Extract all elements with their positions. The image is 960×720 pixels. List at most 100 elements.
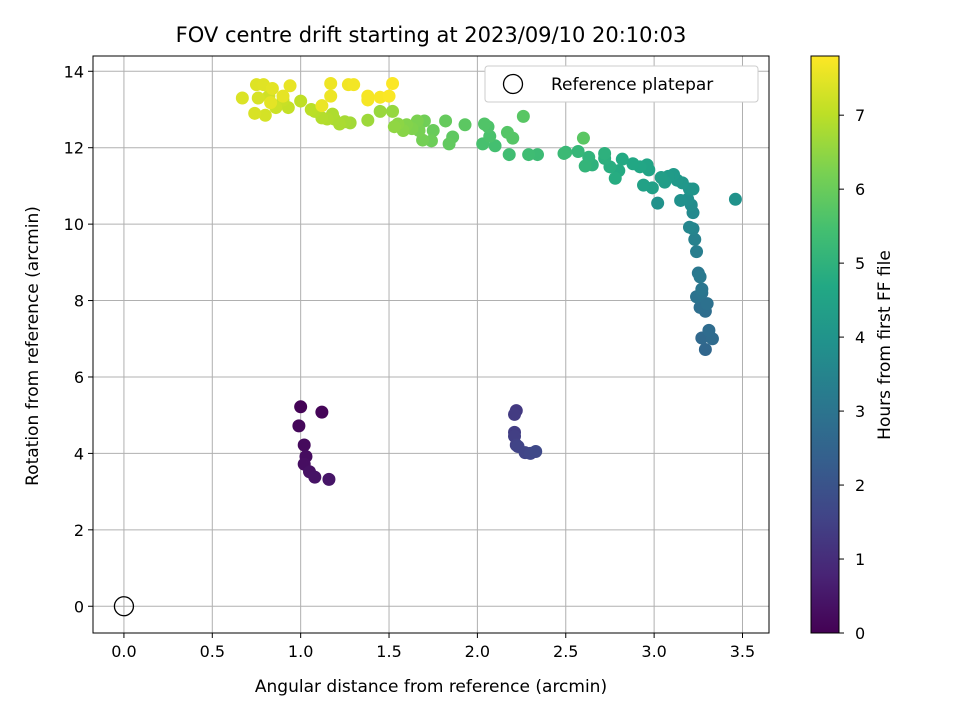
colorbar-tick-label: 5 <box>855 254 865 273</box>
data-point <box>626 157 640 171</box>
data-point <box>439 114 453 128</box>
data-point <box>651 196 665 210</box>
data-point <box>308 470 322 484</box>
data-point <box>361 89 375 103</box>
data-point <box>251 91 265 105</box>
data-point <box>294 400 308 414</box>
y-tick-label: 2 <box>74 521 84 540</box>
x-tick-label: 1.0 <box>288 642 313 661</box>
colorbar: 0 1 2 3 4 5 6 7 Hours from first FF file <box>810 55 895 643</box>
data-point <box>578 159 592 173</box>
y-tick-label: 8 <box>74 292 84 311</box>
data-point <box>258 108 272 122</box>
data-point <box>688 232 702 246</box>
data-points <box>235 77 742 486</box>
data-point <box>361 113 375 127</box>
data-point <box>529 444 543 458</box>
x-tick-label: 0.5 <box>200 642 225 661</box>
data-point <box>442 137 456 151</box>
plot-frame <box>92 55 770 634</box>
data-point <box>373 104 387 118</box>
colorbar-tick-label: 7 <box>855 106 865 125</box>
x-tick-label: 3.5 <box>730 642 755 661</box>
data-point <box>576 131 590 145</box>
data-point <box>324 77 338 91</box>
reference-platepar-marker <box>113 596 135 617</box>
data-point <box>557 146 571 160</box>
data-point <box>608 171 622 185</box>
y-tick-label: 4 <box>74 444 84 463</box>
legend-entry-reference: Reference platepar <box>551 75 713 95</box>
y-axis-label: Rotation from reference (arcmin) <box>23 206 43 486</box>
data-point <box>654 171 668 185</box>
data-point <box>690 245 704 259</box>
data-point <box>615 152 629 166</box>
y-tick-label: 12 <box>64 139 84 158</box>
data-point <box>426 124 440 138</box>
y-tick-label: 10 <box>64 215 84 234</box>
data-point <box>516 109 530 123</box>
data-point <box>728 192 742 206</box>
y-tick-label: 14 <box>64 62 84 81</box>
x-tick-label: 2.5 <box>553 642 578 661</box>
colorbar-ticks: 0 1 2 3 4 5 6 7 <box>839 106 865 643</box>
data-point <box>693 270 707 284</box>
x-axis-ticks: 0.0 0.5 1.0 1.5 2.0 2.5 3.0 3.5 <box>111 633 755 661</box>
data-point <box>700 297 714 311</box>
data-point <box>502 148 516 162</box>
data-point <box>315 405 329 419</box>
x-tick-label: 3.0 <box>641 642 666 661</box>
reference-point <box>113 596 135 617</box>
y-axis-ticks: 0 2 4 6 8 10 12 14 <box>64 62 93 616</box>
legend-box <box>484 65 759 103</box>
data-point <box>386 77 400 91</box>
colorbar-tick-label: 2 <box>855 476 865 495</box>
legend-marker-reference <box>502 73 524 95</box>
data-point <box>276 89 290 103</box>
data-point <box>571 145 585 159</box>
data-point <box>695 282 709 296</box>
data-point <box>686 182 700 196</box>
data-point <box>235 91 249 105</box>
legend: Reference platepar <box>484 65 759 103</box>
data-point <box>322 472 336 486</box>
data-point <box>304 102 318 116</box>
x-tick-label: 1.5 <box>376 642 401 661</box>
colorbar-tick-label: 4 <box>855 328 865 347</box>
data-point <box>248 106 262 120</box>
data-point <box>702 323 716 337</box>
colorbar-tick-label: 6 <box>855 180 865 199</box>
data-point <box>488 139 502 153</box>
data-point <box>598 146 612 160</box>
x-tick-label: 0.0 <box>111 642 136 661</box>
data-point <box>387 120 401 134</box>
data-point <box>347 78 361 92</box>
data-point <box>283 79 297 93</box>
data-point <box>506 131 520 145</box>
data-point <box>698 342 712 356</box>
chart-title: FOV centre drift starting at 2023/09/10 … <box>176 23 687 47</box>
y-tick-label: 0 <box>74 597 84 616</box>
data-point <box>522 148 536 162</box>
data-point <box>292 419 306 433</box>
x-tick-label: 2.0 <box>465 642 490 661</box>
data-point <box>297 438 311 452</box>
colorbar-tick-label: 0 <box>855 624 865 643</box>
data-point <box>294 94 308 108</box>
data-point <box>265 81 279 95</box>
data-point <box>637 178 651 192</box>
colorbar-label: Hours from first FF file <box>875 250 895 440</box>
data-point <box>682 220 696 234</box>
y-tick-label: 6 <box>74 368 84 387</box>
data-point <box>477 117 491 131</box>
colorbar-gradient <box>810 55 840 634</box>
x-axis-label: Angular distance from reference (arcmin) <box>255 677 607 697</box>
data-point <box>458 118 472 132</box>
colorbar-tick-label: 1 <box>855 550 865 569</box>
data-point <box>315 99 329 113</box>
data-point <box>324 89 338 103</box>
data-point <box>264 96 278 110</box>
colorbar-tick-label: 3 <box>855 402 865 421</box>
data-point <box>386 104 400 118</box>
